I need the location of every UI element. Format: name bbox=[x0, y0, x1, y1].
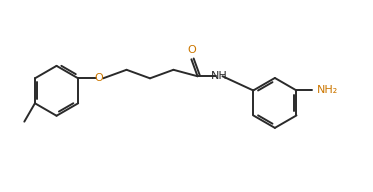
Text: NH: NH bbox=[211, 71, 228, 81]
Text: O: O bbox=[95, 73, 103, 83]
Text: NH₂: NH₂ bbox=[317, 85, 339, 95]
Text: O: O bbox=[187, 45, 196, 55]
